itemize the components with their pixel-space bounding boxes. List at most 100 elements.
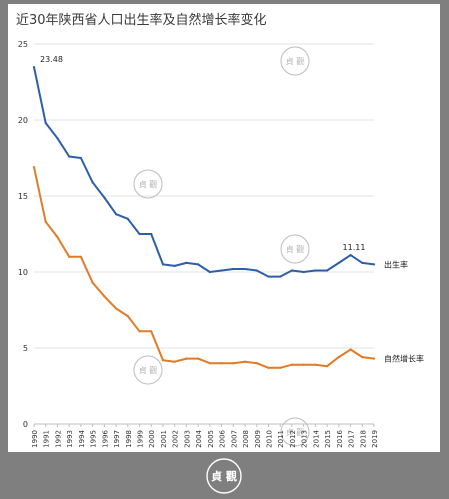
data-point <box>314 363 317 366</box>
series-label: 自然增长率 <box>384 354 424 364</box>
data-label: 11.11 <box>343 243 366 252</box>
y-tick-label: 25 <box>18 40 28 49</box>
data-point <box>290 269 294 272</box>
x-tick-label: 2017 <box>348 430 356 448</box>
watermark-seal <box>280 417 310 447</box>
x-tick-label: 1993 <box>66 430 74 448</box>
data-point <box>208 270 211 274</box>
watermark-seal <box>280 46 310 76</box>
data-point <box>185 261 188 264</box>
data-point <box>185 357 188 360</box>
data-point <box>44 121 47 125</box>
x-tick-label: 2003 <box>183 430 191 448</box>
x-tick-label: 1996 <box>101 429 109 447</box>
data-point <box>361 356 364 359</box>
watermarks: 貞 觀貞 觀貞 觀貞 觀貞 觀 <box>133 46 310 447</box>
data-point <box>91 281 94 284</box>
x-tick-label: 2013 <box>301 430 309 448</box>
y-axis: 0 5 10 15 20 25 <box>18 40 28 429</box>
x-tick-label: 2001 <box>160 430 168 448</box>
series-line-1 <box>33 166 375 369</box>
data-point <box>138 330 141 333</box>
data-point <box>114 307 118 310</box>
watermark-seal <box>280 234 310 264</box>
x-tick-label: 1997 <box>113 430 121 448</box>
x-tick-label: 2014 <box>312 429 320 447</box>
data-point <box>150 330 153 333</box>
watermark-text: 貞 觀 <box>139 365 158 375</box>
data-label: 23.48 <box>40 55 63 64</box>
series-line-0 <box>33 66 375 278</box>
data-point <box>103 196 106 199</box>
data-point <box>126 314 129 318</box>
data-point <box>279 275 282 278</box>
line-chart: 近30年陕西省人口出生率及自然增长率变化 貞 觀貞 觀貞 觀貞 觀貞 觀 051… <box>16 12 424 448</box>
x-tick-label: 2010 <box>265 430 273 448</box>
x-tick-label: 2016 <box>336 429 344 447</box>
watermark-text: 貞 觀 <box>286 427 305 437</box>
data-point <box>232 362 235 365</box>
data-point <box>173 264 176 268</box>
data-point <box>138 232 141 236</box>
data-point <box>161 263 165 266</box>
data-point <box>290 363 294 366</box>
y-tick-label: 10 <box>18 268 28 277</box>
data-point <box>44 220 47 223</box>
data-point <box>267 366 270 369</box>
data-point <box>197 263 200 266</box>
data-point <box>255 362 258 365</box>
x-tick-label: 2018 <box>359 430 367 448</box>
data-point <box>208 362 211 365</box>
x-tick-label: 1994 <box>78 429 86 447</box>
data-point <box>56 235 59 239</box>
logo-text: 貞 觀 <box>211 469 237 483</box>
x-axis: 1990 1991 1992 1993 1994 1995 1996 1997 1998 1999… <box>31 424 379 448</box>
x-tick-label: 2002 <box>172 430 180 448</box>
data-point <box>267 275 270 278</box>
data-point <box>349 254 352 257</box>
data-point <box>314 269 317 272</box>
chart-title: 近30年陕西省人口出生率及自然增长率变化 <box>16 12 267 28</box>
data-point <box>337 356 340 359</box>
x-tick-label: 2007 <box>230 430 238 448</box>
data-point <box>337 261 340 264</box>
data-point <box>372 357 376 360</box>
x-tick-label: 2012 <box>289 430 297 448</box>
data-point <box>68 255 71 258</box>
watermark-text: 貞 觀 <box>139 179 158 189</box>
data-point <box>126 217 129 220</box>
data-point <box>161 359 165 362</box>
data-point <box>56 137 59 140</box>
x-tick-label: 2005 <box>207 430 215 448</box>
watermark-seal <box>133 169 163 199</box>
data-point <box>173 360 176 363</box>
data-point <box>220 362 223 365</box>
data-point <box>232 267 235 271</box>
data-point <box>255 269 258 272</box>
data-point <box>302 363 305 366</box>
series-lines <box>32 66 376 369</box>
series-label: 出生率 <box>384 259 408 269</box>
data-point <box>32 66 36 69</box>
x-tick-label: 1995 <box>90 430 98 448</box>
data-point <box>103 295 106 298</box>
data-point <box>197 357 200 360</box>
data-point <box>79 255 82 258</box>
gridlines <box>34 43 374 425</box>
x-tick-label: 1998 <box>125 430 133 448</box>
data-point <box>91 181 94 184</box>
logo-seal <box>206 458 242 494</box>
data-point <box>243 267 247 271</box>
y-tick-label: 5 <box>23 344 28 353</box>
y-tick-label: 0 <box>23 420 28 429</box>
data-point <box>372 263 376 266</box>
x-tick-label: 2011 <box>277 430 285 448</box>
data-point <box>361 261 364 264</box>
data-point <box>243 360 247 363</box>
data-point <box>349 348 352 351</box>
x-tick-label: 2000 <box>148 430 156 448</box>
data-point <box>68 155 71 158</box>
data-point <box>326 365 329 368</box>
